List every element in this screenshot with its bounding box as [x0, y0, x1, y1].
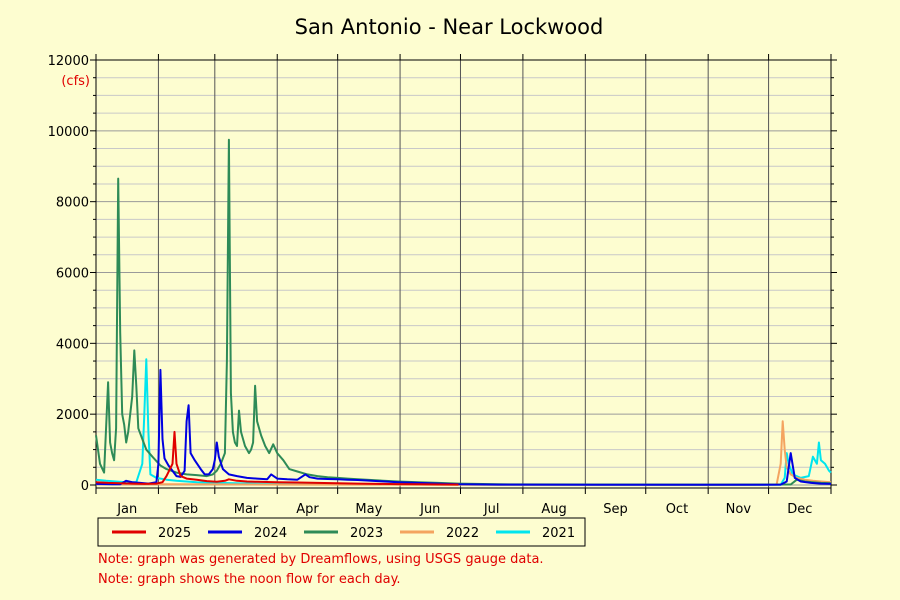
legend-label-2024: 2024 [254, 526, 287, 541]
legend-label-2022: 2022 [446, 526, 479, 541]
x-axis: Jan Feb Mar Apr May Jun Jul Aug Sep Oct Nov Dec [95, 54, 832, 517]
legend-label-2023: 2023 [350, 526, 383, 541]
y-tick-label: 2000 [56, 408, 89, 423]
x-tick-label: Jul [483, 502, 500, 517]
x-tick-label: Dec [787, 502, 812, 517]
note-1: Note: graph was generated by Dreamflows,… [98, 552, 544, 567]
y-tick-label: 8000 [56, 196, 89, 211]
chart-title: San Antonio - Near Lockwood [295, 15, 604, 39]
y-tick-label: 10000 [48, 125, 89, 140]
plot-area-frame [95, 59, 832, 489]
x-tick-label: Mar [234, 502, 259, 517]
y-unit-label: (cfs) [61, 74, 90, 89]
x-tick-label: Jan [116, 502, 137, 517]
series-line-2025 [95, 430, 459, 486]
legend-label-2025: 2025 [158, 526, 191, 541]
series-lines [95, 138, 832, 486]
series-line-2023 [95, 138, 832, 486]
x-tick-label: Nov [726, 502, 752, 517]
x-tick-label: Feb [175, 502, 198, 517]
x-tick-label: May [355, 502, 382, 517]
note-2: Note: graph shows the noon flow for each… [98, 572, 401, 587]
y-tick-label: 12000 [48, 54, 89, 69]
y-tick-label: 6000 [56, 267, 89, 282]
x-tick-label: Apr [296, 502, 319, 517]
series-line-2021 [95, 358, 832, 486]
legend: 2025 2024 2023 2022 2021 [97, 517, 586, 547]
y-axis: 0 2000 4000 6000 8000 10000 12000 [48, 54, 837, 494]
x-tick-label: Oct [666, 502, 688, 517]
x-tick-label: Jun [419, 502, 440, 517]
legend-label-2021: 2021 [542, 526, 575, 541]
y-tick-label: 4000 [56, 337, 89, 352]
x-tick-label: Sep [603, 502, 628, 517]
series-line-2024 [95, 368, 832, 486]
x-tick-label: Aug [541, 502, 566, 517]
grid [95, 59, 832, 488]
y-tick-label: 0 [81, 479, 89, 494]
legend-box [97, 517, 586, 547]
